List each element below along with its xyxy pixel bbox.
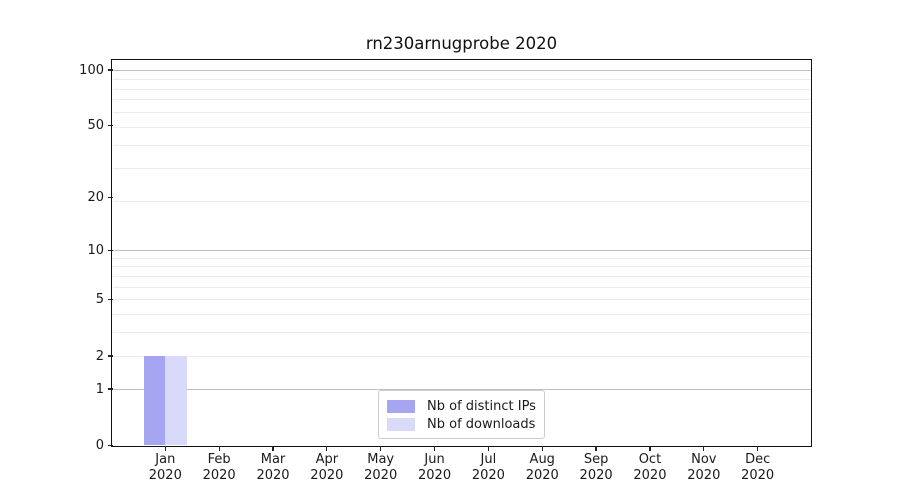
legend-swatch-downloads (387, 418, 415, 431)
gridline-minor (112, 78, 811, 80)
y-tick (107, 299, 113, 301)
x-tick-label: Oct 2020 (633, 452, 667, 483)
y-tick (107, 355, 113, 357)
y-tick-label: 50 (87, 118, 104, 134)
x-tick (272, 446, 274, 452)
x-tick (164, 446, 166, 452)
gridline-minor (112, 111, 811, 113)
gridline-minor (112, 168, 811, 170)
x-tick-label: Jan 2020 (148, 452, 182, 483)
x-tick-label: Jul 2020 (471, 452, 505, 483)
gridline-minor (112, 144, 811, 146)
gridline-major (112, 249, 811, 251)
y-tick-label: 20 (87, 190, 104, 206)
gridline-minor (112, 332, 811, 334)
legend-label-distinct-ips: Nb of distinct IPs (427, 399, 536, 414)
y-tick-label: 5 (95, 292, 104, 308)
gridline-minor (112, 88, 811, 90)
legend-item-distinct-ips: Nb of distinct IPs (387, 398, 536, 415)
y-tick (107, 69, 113, 71)
gridline-minor (112, 314, 811, 316)
x-tick-label: May 2020 (364, 452, 398, 483)
x-tick (595, 446, 597, 452)
gridline-minor (112, 257, 811, 259)
x-tick (326, 446, 328, 452)
gridline-minor (112, 355, 811, 357)
bar-nb-of-distinct-ips-jan (143, 356, 166, 446)
gridline-minor (112, 286, 811, 288)
x-tick-label: Feb 2020 (202, 452, 236, 483)
gridline-minor (112, 99, 811, 101)
x-tick (487, 446, 490, 452)
x-tick (649, 446, 651, 452)
legend-swatch-distinct-ips (387, 400, 415, 413)
chart-title: rn230arnugprobe 2020 (365, 34, 558, 53)
plot-area (111, 59, 812, 447)
x-tick (541, 446, 543, 452)
y-tick (107, 249, 113, 252)
y-tick-label: 100 (79, 62, 104, 78)
x-tick-label: Sep 2020 (579, 452, 613, 483)
gridline-minor (112, 201, 811, 203)
y-tick (107, 444, 113, 447)
x-tick (218, 446, 220, 452)
legend-item-downloads: Nb of downloads (387, 416, 536, 433)
x-tick-label: Apr 2020 (310, 452, 344, 483)
y-tick-label: 10 (87, 242, 104, 258)
y-tick (107, 124, 113, 127)
legend: Nb of distinct IPs Nb of downloads (378, 390, 545, 439)
y-tick (107, 388, 113, 390)
x-tick (380, 446, 382, 452)
y-tick (107, 197, 113, 199)
x-tick-label: Dec 2020 (741, 452, 775, 483)
x-tick (757, 446, 759, 452)
gridline-minor (112, 266, 811, 268)
gridline-minor (112, 275, 811, 277)
gridline-minor (112, 126, 811, 128)
y-tick-label: 0 (95, 438, 104, 453)
y-tick-label: 2 (95, 348, 104, 364)
x-tick (433, 446, 436, 452)
legend-label-downloads: Nb of downloads (427, 417, 536, 432)
x-tick-label: Aug 2020 (525, 452, 559, 483)
x-tick (703, 446, 705, 452)
gridline-minor (112, 299, 811, 301)
bar-nb-of-downloads-jan (165, 356, 187, 446)
y-tick-label: 1 (95, 381, 104, 397)
gridline-major (112, 388, 811, 390)
gridline-major (112, 69, 811, 71)
x-tick-label: Nov 2020 (687, 452, 721, 483)
x-tick-label: Jun 2020 (418, 452, 452, 483)
x-tick-label: Mar 2020 (256, 452, 290, 483)
